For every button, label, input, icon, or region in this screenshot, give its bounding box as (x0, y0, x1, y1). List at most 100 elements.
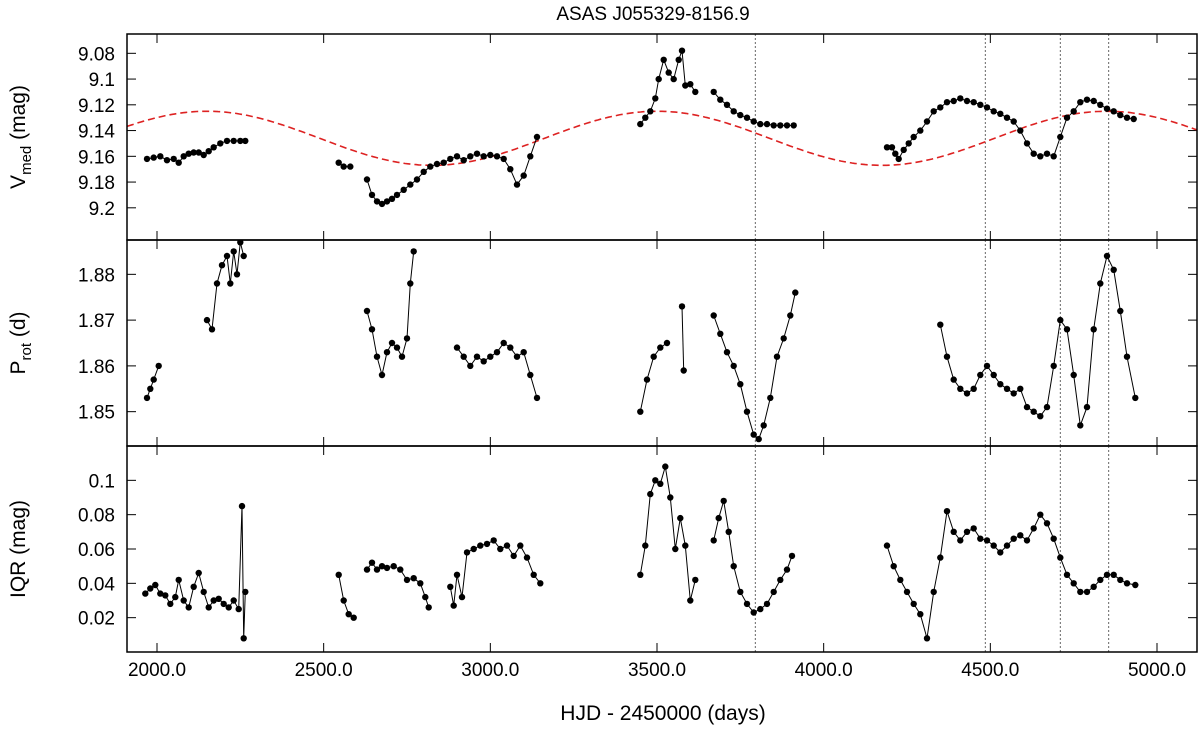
data-point-iqr (715, 514, 722, 522)
data-point-vmed (687, 81, 694, 88)
data-point-iqr (523, 554, 531, 561)
data-point-vmed (413, 176, 421, 183)
data-point-prot (230, 248, 237, 255)
data-point-vmed (910, 133, 917, 141)
data-point-vmed (190, 149, 197, 156)
data-point-prot (1017, 385, 1024, 392)
data-point-iqr (195, 569, 202, 577)
data-point-iqr (180, 597, 187, 604)
data-point-vmed (440, 159, 447, 166)
data-point-prot (410, 248, 417, 255)
data-point-vmed (943, 99, 951, 106)
x-tick-label: 5000.0 (1128, 660, 1186, 681)
data-point-iqr (1023, 537, 1031, 544)
data-point-prot (730, 362, 737, 370)
x-tick-label: 3500.0 (628, 660, 686, 681)
data-point-vmed (163, 157, 171, 164)
data-point-vmed (1083, 96, 1091, 103)
series-line-prot (639, 342, 668, 412)
data-point-prot (1037, 413, 1044, 420)
data-point-prot (937, 321, 944, 328)
data-point-vmed (730, 108, 737, 115)
data-point-iqr (390, 563, 397, 570)
data-point-iqr (743, 600, 751, 608)
data-point-vmed (230, 137, 237, 145)
data-point-vmed (1117, 111, 1124, 119)
data-point-prot (1103, 252, 1111, 260)
data-point-iqr (737, 588, 744, 596)
data-point-vmed (1017, 127, 1024, 134)
y-tick-label-prot: 1.88 (78, 265, 115, 286)
data-point-vmed (1003, 114, 1011, 121)
data-point-vmed (467, 153, 474, 160)
data-point-vmed (393, 191, 401, 199)
data-point-prot (533, 394, 541, 402)
x-tick-label: 4500.0 (961, 660, 1019, 681)
data-point-prot (203, 316, 211, 324)
data-point-prot (723, 349, 731, 356)
data-point-vmed (743, 114, 751, 121)
data-point-iqr (687, 597, 694, 604)
data-point-prot (1043, 403, 1051, 411)
data-point-iqr (1123, 580, 1131, 587)
data-point-vmed (1037, 153, 1044, 160)
y-tick-label-vmed: 9.1 (89, 70, 115, 91)
data-point-iqr (883, 542, 891, 549)
data-point-vmed (373, 198, 381, 205)
data-point-vmed (157, 153, 164, 160)
data-point-prot (750, 431, 757, 438)
data-point-prot (403, 335, 411, 342)
data-point-prot (1063, 326, 1071, 333)
data-point-iqr (1070, 580, 1077, 587)
data-point-iqr (425, 604, 432, 611)
data-point-iqr (1030, 525, 1037, 532)
data-point-iqr (1050, 535, 1057, 542)
data-point-vmed (363, 176, 371, 183)
series-line-prot (939, 254, 1136, 426)
data-point-prot (663, 339, 671, 347)
data-point-vmed (347, 163, 354, 170)
data-point-iqr (637, 571, 644, 578)
data-point-iqr (220, 600, 227, 608)
y-axis-title-subscript: rot (18, 342, 35, 360)
data-point-prot (1117, 307, 1124, 315)
data-point-prot (1003, 385, 1011, 392)
data-point-prot (388, 339, 396, 347)
data-point-iqr (403, 576, 411, 584)
data-point-iqr (1090, 583, 1097, 590)
data-point-vmed (1070, 108, 1077, 115)
data-point-iqr (205, 604, 212, 611)
data-point-iqr (770, 588, 777, 596)
data-point-prot (467, 362, 474, 370)
y-tick-label-iqr: 0.1 (89, 471, 115, 492)
data-point-iqr (657, 480, 664, 487)
data-point-prot (143, 394, 151, 402)
series-line-prot (206, 242, 245, 331)
data-point-iqr (788, 552, 796, 560)
data-point-iqr (1103, 571, 1111, 578)
data-point-iqr (157, 590, 164, 597)
data-point-vmed (1090, 97, 1097, 105)
data-point-prot (383, 349, 391, 356)
data-point-prot (1110, 266, 1117, 273)
data-point-vmed (400, 186, 407, 193)
series-line-prot (146, 365, 160, 399)
data-point-iqr (1083, 588, 1091, 596)
data-point-iqr (1063, 571, 1071, 578)
data-point-prot (678, 303, 686, 310)
data-point-vmed (883, 144, 891, 151)
data-point-prot (950, 376, 957, 383)
data-point-vmed (180, 153, 187, 160)
data-point-prot (223, 252, 231, 260)
data-point-vmed (217, 140, 224, 147)
chart-title: ASAS J055329-8156.9 (556, 4, 749, 25)
data-point-iqr (917, 611, 924, 618)
data-point-prot (208, 326, 216, 333)
data-point-iqr (720, 497, 727, 505)
y-axis-title-vmed: Vmed (mag) (7, 85, 35, 189)
data-point-prot (983, 362, 991, 370)
data-point-vmed (757, 120, 764, 128)
panel-prot: 1.85 1.86 1.87 1.88 Prot (d) (7, 239, 1198, 447)
data-point-iqr (417, 580, 424, 587)
